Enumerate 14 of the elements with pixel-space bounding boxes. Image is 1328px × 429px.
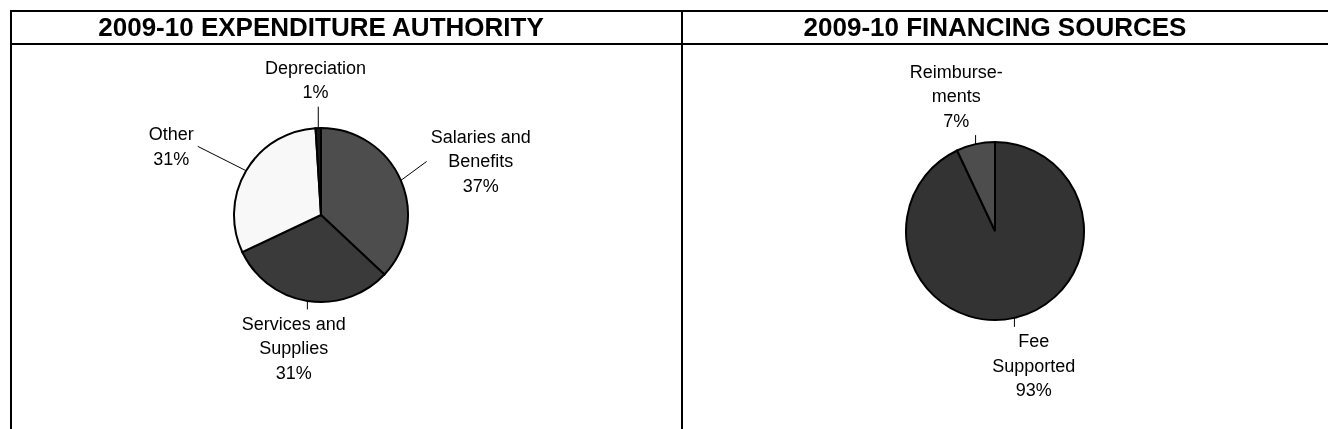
data-label: 7%	[943, 110, 970, 131]
slice-label: Salaries and Benefits	[430, 126, 531, 172]
data-label: 37%	[462, 175, 499, 196]
slice-label: Services and Supplies	[241, 313, 346, 359]
slice-label: Reimburse-ments	[909, 61, 1003, 107]
chart-title: 2009-10 EXPENDITURE AUTHORITY	[98, 12, 544, 43]
slice-label: Other	[148, 124, 194, 145]
slice-label: Fee Supported	[992, 331, 1076, 376]
slice-label: Depreciation	[265, 57, 367, 78]
data-label: 1%	[302, 82, 329, 103]
data-label: 31%	[275, 362, 312, 383]
data-label: 31%	[153, 148, 190, 169]
chart-title: 2009-10 FINANCING SOURCES	[803, 12, 1187, 43]
data-label: 93%	[1015, 380, 1052, 401]
